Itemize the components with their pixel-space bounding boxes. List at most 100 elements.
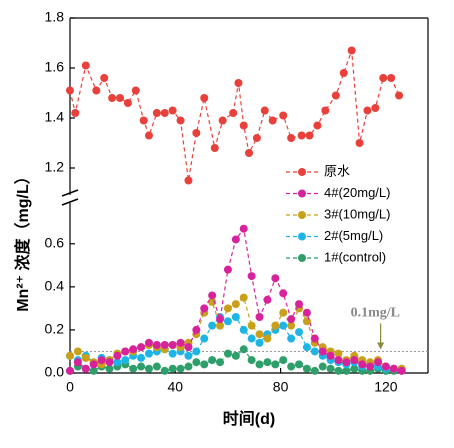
axis-break <box>61 189 79 197</box>
data-point <box>326 364 335 373</box>
data-point <box>121 347 130 356</box>
data-point <box>113 351 122 360</box>
data-point <box>326 351 335 360</box>
data-point <box>231 300 240 309</box>
data-point <box>137 362 146 371</box>
data-point <box>152 362 161 371</box>
data-point <box>144 364 153 373</box>
legend-label: 4#(20mg/L) <box>324 185 390 200</box>
data-point <box>231 313 240 321</box>
y-tick-label: 0.2 <box>45 321 65 337</box>
data-point <box>113 358 122 367</box>
data-point <box>363 106 372 115</box>
data-point <box>334 366 343 375</box>
data-point <box>252 134 261 142</box>
x-axis-title: 时间(d) <box>223 409 275 428</box>
data-point <box>231 235 240 244</box>
data-point <box>287 334 296 343</box>
data-point <box>216 358 225 367</box>
data-point <box>105 358 114 367</box>
data-point <box>129 364 138 373</box>
y-axis-title: Mn²⁺ 浓度（mg/L） <box>13 168 32 312</box>
data-point <box>342 366 351 375</box>
data-point <box>318 362 327 371</box>
data-point <box>247 356 256 365</box>
data-point <box>139 116 148 125</box>
data-point <box>263 295 272 304</box>
data-point <box>279 321 288 330</box>
data-point <box>81 364 90 373</box>
legend-marker <box>298 254 306 262</box>
data-point <box>208 297 217 306</box>
x-tick-label: 80 <box>273 379 289 395</box>
legend-label: 原水 <box>324 163 350 178</box>
data-point <box>381 362 390 371</box>
data-point <box>334 356 343 365</box>
data-point <box>144 131 153 140</box>
data-point <box>208 356 217 365</box>
x-tick-label: 40 <box>168 379 184 395</box>
y-tick-label: 1.6 <box>45 59 65 75</box>
data-point <box>200 94 209 102</box>
data-point <box>144 338 153 347</box>
y-tick-label: 0.0 <box>45 364 65 380</box>
data-point <box>239 293 248 302</box>
data-point <box>192 358 201 367</box>
legend-marker <box>298 232 306 241</box>
data-point <box>223 265 232 274</box>
data-point <box>144 349 153 358</box>
data-point <box>271 321 280 330</box>
data-point <box>239 121 248 130</box>
data-point <box>313 121 322 130</box>
data-point <box>229 109 238 117</box>
data-point <box>200 360 209 369</box>
data-point <box>123 99 132 107</box>
data-point <box>81 353 90 362</box>
data-point <box>302 364 311 373</box>
data-point <box>239 325 248 334</box>
data-point <box>310 347 319 356</box>
axis-break <box>61 198 79 206</box>
data-point <box>208 291 217 300</box>
y-tick-label: 1.8 <box>45 9 65 25</box>
data-point <box>184 351 193 360</box>
data-point <box>168 364 177 373</box>
legend-label: 1#(control) <box>324 249 386 264</box>
data-point <box>192 347 201 356</box>
data-point <box>395 91 404 100</box>
data-point <box>271 274 280 283</box>
data-point <box>295 360 304 369</box>
data-point <box>279 308 288 317</box>
data-point <box>89 366 98 375</box>
data-point <box>71 109 80 117</box>
data-point <box>255 330 264 339</box>
y-tick-label: 0.6 <box>45 234 65 250</box>
data-point <box>302 343 311 352</box>
data-point <box>247 321 256 330</box>
data-point <box>234 79 243 87</box>
data-point <box>371 104 380 112</box>
data-point <box>255 313 264 321</box>
data-point <box>263 334 272 343</box>
data-point <box>92 86 101 95</box>
data-point <box>152 109 161 117</box>
data-point <box>100 74 109 82</box>
data-point <box>287 134 296 142</box>
data-point <box>168 341 177 349</box>
data-point <box>268 116 277 125</box>
data-point <box>200 304 209 313</box>
data-point <box>331 91 340 100</box>
data-point <box>168 106 177 115</box>
data-point <box>366 362 375 371</box>
data-point <box>310 334 319 343</box>
data-point <box>168 349 177 358</box>
data-point <box>216 315 225 324</box>
legend-label: 3#(10mg/L) <box>324 206 390 221</box>
data-point <box>350 356 359 365</box>
data-point <box>231 351 240 360</box>
data-point <box>81 61 90 70</box>
data-point <box>263 358 272 367</box>
y-tick-label: 0.4 <box>45 278 65 294</box>
data-point <box>223 304 232 313</box>
data-point <box>379 74 388 82</box>
